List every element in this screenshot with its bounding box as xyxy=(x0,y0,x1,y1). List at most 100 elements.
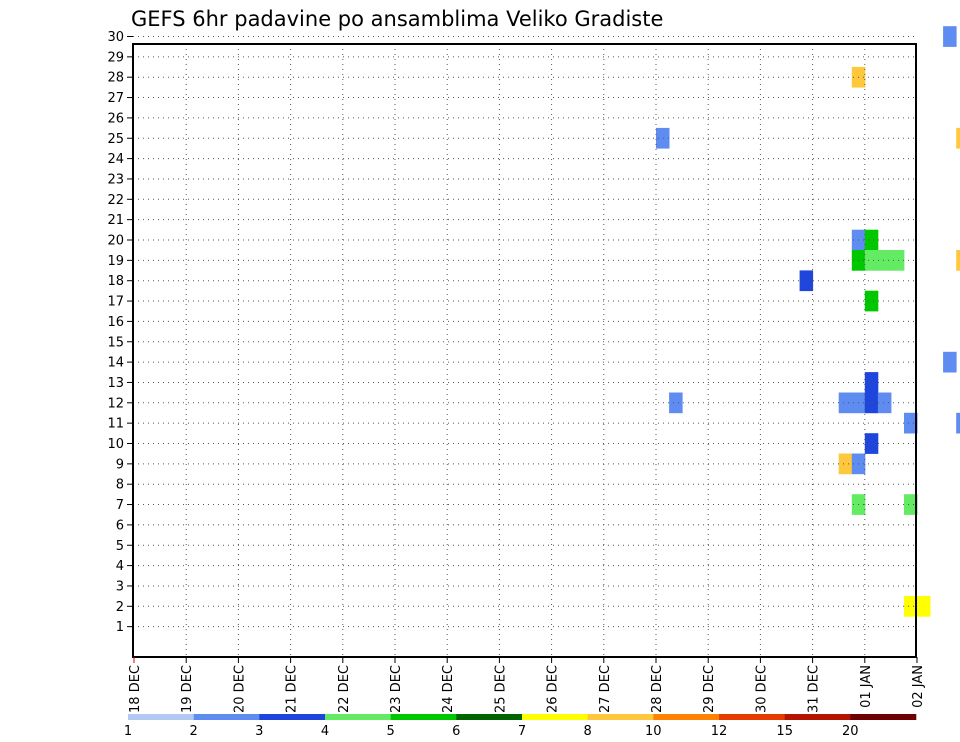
x-tick-label: 28 DEC xyxy=(650,665,665,713)
colorbar-swatch xyxy=(522,714,588,720)
y-tick-label: 10 xyxy=(107,437,124,452)
colorbar-label: 2 xyxy=(190,724,198,739)
y-tick-label: 21 xyxy=(107,213,124,228)
heatmap-cell xyxy=(864,229,879,251)
y-tick-label: 3 xyxy=(116,579,124,594)
y-tick-label: 25 xyxy=(107,132,124,147)
y-tick-label: 18 xyxy=(107,274,124,289)
y-tick-label: 20 xyxy=(107,234,124,249)
y-tick-label: 13 xyxy=(107,376,124,391)
colorbar-swatch xyxy=(850,714,917,720)
colorbar-label: 20 xyxy=(842,724,859,739)
heatmap-cell xyxy=(956,250,960,271)
y-tick-label: 30 xyxy=(107,30,124,45)
colorbar-swatch xyxy=(587,714,654,720)
x-tick-label: 31 DEC xyxy=(807,665,822,713)
colorbar-label: 12 xyxy=(711,724,728,739)
colorbar-swatch xyxy=(325,714,391,720)
y-tick-label: 5 xyxy=(116,539,124,554)
colorbar-swatch xyxy=(784,714,851,720)
heatmap-cell xyxy=(917,596,931,617)
colorbar-swatch xyxy=(719,714,785,720)
heatmap-cell xyxy=(956,127,960,149)
heatmap-cell xyxy=(838,392,853,414)
y-tick-label: 29 xyxy=(107,50,124,65)
colorbar-swatch xyxy=(653,714,720,720)
x-tick-label: 01 JAN xyxy=(859,665,874,708)
y-tick-label: 12 xyxy=(107,396,124,411)
x-tick-label: 25 DEC xyxy=(493,665,508,713)
colorbar-label: 10 xyxy=(645,724,662,739)
x-tick-label: 02 JAN xyxy=(911,665,926,708)
x-tick-label: 19 DEC xyxy=(180,665,195,713)
x-tick-label: 22 DEC xyxy=(337,665,352,713)
x-tick-label: 30 DEC xyxy=(754,665,769,713)
colorbar-label: 15 xyxy=(776,724,793,739)
y-tick-label: 14 xyxy=(107,356,124,371)
colorbar-label: 3 xyxy=(255,724,263,739)
y-tick-label: 17 xyxy=(107,295,124,310)
heatmap-cell xyxy=(904,596,918,617)
y-tick-label: 16 xyxy=(107,315,124,330)
y-axis: 1234567891011121314151617181920212223242… xyxy=(107,30,133,635)
heatmap-cell xyxy=(864,290,879,312)
y-tick-label: 19 xyxy=(107,254,124,269)
y-tick-label: 27 xyxy=(107,91,124,106)
colorbar: 1 2 3 4 5 6 7 8 10 12 15 20 xyxy=(124,714,917,739)
x-tick-label: 24 DEC xyxy=(441,665,456,713)
y-tick-label: 24 xyxy=(107,152,124,167)
heatmap-cell xyxy=(864,372,879,393)
x-tick-label: 21 DEC xyxy=(285,665,300,713)
colorbar-swatch xyxy=(390,714,457,720)
y-tick-label: 26 xyxy=(107,111,124,126)
heatmap-cell xyxy=(864,433,879,454)
heatmap-cell xyxy=(877,250,892,271)
heatmap-cell xyxy=(864,250,879,271)
x-tick-label: 20 DEC xyxy=(232,665,247,713)
heatmap-cell xyxy=(669,392,683,414)
heatmap-cell xyxy=(904,494,918,515)
y-tick-label: 28 xyxy=(107,71,124,86)
heatmap-cell xyxy=(943,351,957,373)
x-tick-label: 27 DEC xyxy=(598,665,613,713)
heatmap-cell xyxy=(890,250,905,271)
heatmap-cell xyxy=(877,392,892,414)
colorbar-label: 1 xyxy=(124,724,132,739)
y-tick-label: 15 xyxy=(107,335,124,350)
y-tick-label: 4 xyxy=(116,559,124,574)
y-tick-label: 9 xyxy=(116,457,124,472)
y-tick-label: 8 xyxy=(116,478,124,493)
heatmap-cell xyxy=(838,453,853,475)
colorbar-label: 4 xyxy=(321,724,329,739)
x-tick-label: 23 DEC xyxy=(389,665,404,713)
x-tick-label: 18 DEC xyxy=(128,665,143,713)
colorbar-label: 6 xyxy=(452,724,460,739)
y-tick-label: 7 xyxy=(116,498,124,513)
heatmap-cell xyxy=(656,127,670,149)
colorbar-swatch xyxy=(456,714,523,720)
x-axis: 18 DEC 19 DEC 20 DEC 21 DEC 22 DEC 23 DEC 24 D… xyxy=(128,657,926,713)
colorbar-swatch xyxy=(193,714,260,720)
y-tick-label: 22 xyxy=(107,193,124,208)
plot-frame xyxy=(132,43,917,658)
heatmap-cell xyxy=(904,412,918,434)
x-tick-label: 29 DEC xyxy=(702,665,717,713)
y-tick-label: 1 xyxy=(116,620,124,635)
colorbar-swatch xyxy=(128,714,194,720)
heatmap-cell xyxy=(943,26,957,47)
chart-title: GEFS 6hr padavine po ansamblima Veliko G… xyxy=(131,7,663,31)
colorbar-label: 8 xyxy=(584,724,592,739)
y-tick-label: 6 xyxy=(116,518,124,533)
y-tick-label: 23 xyxy=(107,172,124,187)
heatmap-cell xyxy=(956,412,960,434)
x-tick-label: 26 DEC xyxy=(546,665,561,713)
y-tick-label: 11 xyxy=(107,417,124,432)
heatmap-cell xyxy=(799,270,814,292)
colorbar-label: 5 xyxy=(387,724,395,739)
colorbar-swatch xyxy=(259,714,326,720)
y-tick-label: 2 xyxy=(116,600,124,615)
colorbar-label: 7 xyxy=(518,724,526,739)
gridlines xyxy=(133,36,916,657)
heatmap-cell xyxy=(864,392,879,414)
